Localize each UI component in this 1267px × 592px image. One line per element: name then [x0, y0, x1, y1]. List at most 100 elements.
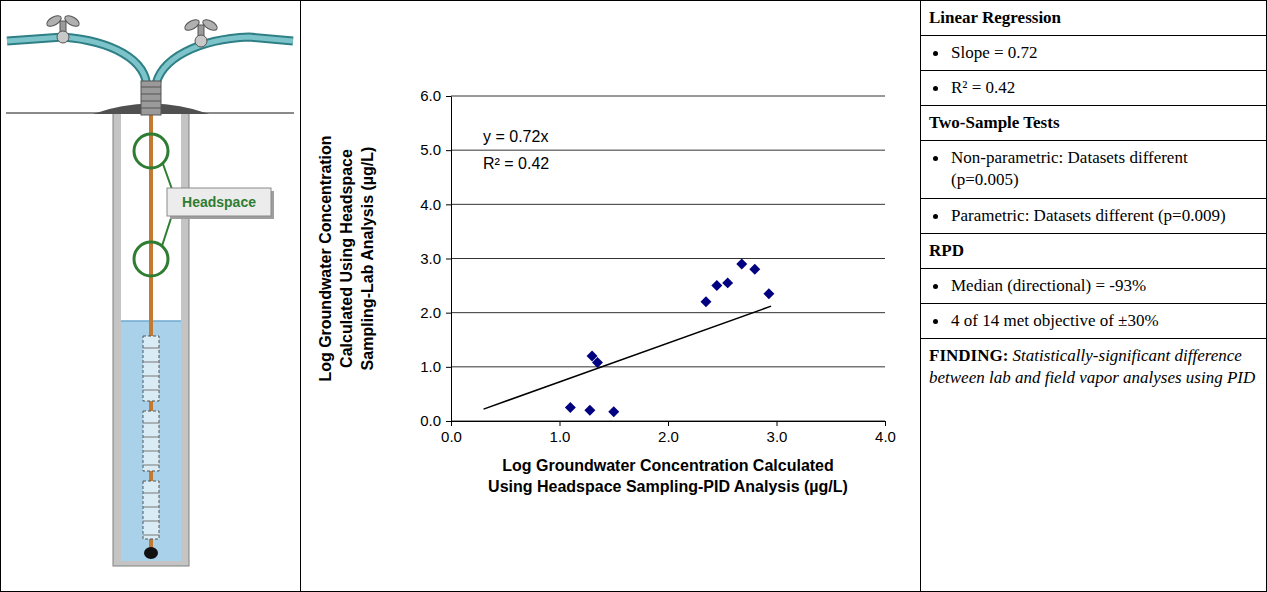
finding: FINDING: Statistically-significant diffe…: [921, 339, 1266, 591]
point: [763, 288, 774, 299]
space: [1008, 346, 1012, 365]
bullet: [933, 51, 938, 56]
point: [736, 258, 747, 269]
point: [700, 296, 711, 307]
bullet: [933, 156, 938, 161]
tick: 4.0: [420, 196, 451, 213]
tick: 4.0: [875, 421, 896, 445]
valve-body: [57, 31, 69, 43]
cap-ridge: [141, 94, 161, 95]
sampler-band: [143, 465, 159, 466]
section-item: Median (directional) = -93%: [921, 269, 1266, 304]
point: [592, 357, 603, 368]
tick: 2.0: [420, 304, 451, 321]
stats-table: Linear RegressionSlope = 0.72R² = 0.42Tw…: [921, 1, 1266, 591]
tick-mark: [446, 259, 451, 260]
well-panel: Headspace: [1, 1, 301, 591]
sampler-band: [143, 376, 159, 377]
sampler-band: [143, 451, 159, 452]
weight: [144, 547, 158, 559]
y-axis: 0.0 1.0 2.0 3.0 4.0 5.0 6.0: [420, 87, 451, 429]
tick-label: 5.0: [420, 141, 441, 158]
tube: [7, 37, 147, 89]
point: [722, 277, 733, 288]
sampler-band: [143, 423, 159, 424]
bullet: [933, 214, 938, 219]
cap-ridge: [141, 101, 161, 102]
tick-mark: [446, 313, 451, 314]
title-line: Sampling-Lab Analysis (µg/L): [359, 147, 376, 371]
tick-label: 1.0: [420, 358, 441, 375]
sampler-band: [143, 437, 159, 438]
sampler: [143, 481, 159, 539]
tick-mark: [885, 421, 886, 426]
tick-mark: [446, 367, 451, 368]
title-line: Calculated Using Headspace: [338, 149, 355, 368]
finding-label: FINDING:: [929, 346, 1008, 365]
tick: 3.0: [420, 250, 451, 267]
point: [584, 405, 595, 416]
tick-mark: [777, 421, 778, 426]
tick-mark: [668, 421, 669, 426]
tick-label: 6.0: [420, 87, 441, 104]
section-item: R² = 0.42: [921, 71, 1266, 106]
chart-panel: 0.01.02.03.04.00.01.02.03.04.05.06.0y = …: [301, 1, 921, 591]
tick: 2.0: [658, 421, 679, 445]
tick-mark: [446, 96, 451, 97]
grid-line: [451, 258, 885, 259]
sampler: [143, 336, 159, 401]
title-line: Log Groundwater Concentration: [317, 135, 334, 381]
point: [608, 406, 619, 417]
tick-label: 0.0: [420, 412, 441, 429]
water: [121, 321, 181, 561]
headspace-marker: [134, 134, 168, 168]
grid-line: [451, 96, 885, 97]
tube-outline: [155, 37, 293, 89]
x-axis: 0.0 1.0 2.0 3.0 4.0: [441, 421, 896, 445]
headspace-marker: [134, 242, 168, 276]
tick-mark: [451, 421, 452, 426]
sampler-band: [143, 507, 159, 508]
grid: [451, 96, 885, 421]
tick-label: 3.0: [767, 428, 788, 445]
y-axis-title-group: Log Groundwater ConcentrationCalculated …: [317, 135, 376, 381]
tick: 5.0: [420, 141, 451, 158]
title-line: Using Headspace Sampling-PID Analysis (µ…: [488, 478, 848, 495]
section-heading: Two-Sample Tests: [921, 106, 1266, 141]
tick-label: 4.0: [875, 428, 896, 445]
tick: 3.0: [767, 421, 788, 445]
item-text: Median (directional) = -93%: [951, 276, 1146, 295]
sampler-band: [143, 535, 159, 536]
annotation: R² = 0.42: [483, 155, 549, 172]
bullet: [933, 86, 938, 91]
tick-mark: [446, 204, 451, 205]
bullet: [933, 319, 938, 324]
tick-mark: [446, 150, 451, 151]
well-cap: [141, 81, 161, 115]
tick-label: 2.0: [658, 428, 679, 445]
y-axis-title: Log Groundwater ConcentrationCalculated …: [317, 135, 376, 381]
sampler-band: [143, 493, 159, 494]
headspace-label: Headspace: [182, 194, 256, 210]
tick-label: 2.0: [420, 304, 441, 321]
item-text: R² = 0.42: [951, 78, 1015, 97]
tube: [155, 37, 293, 89]
tick-label: 1.0: [550, 428, 571, 445]
grid-line: [451, 312, 885, 313]
tick: 0.0: [441, 421, 462, 445]
tick-mark: [560, 421, 561, 426]
x-axis-title: Log Groundwater Concentration Calculated…: [488, 457, 848, 495]
bullet: [933, 284, 938, 289]
valve-body: [195, 35, 207, 47]
sampler: [143, 411, 159, 471]
sampler-band: [143, 521, 159, 522]
point: [711, 280, 722, 291]
plot-marks: [484, 258, 775, 417]
tick-mark: [446, 421, 451, 422]
section-item: 4 of 14 met objective of ±30%: [921, 304, 1266, 339]
axis-line: [451, 97, 452, 422]
point: [565, 402, 576, 413]
cap-ridge: [141, 108, 161, 109]
section-item: Slope = 0.72: [921, 36, 1266, 71]
section-heading: RPD: [921, 234, 1266, 269]
